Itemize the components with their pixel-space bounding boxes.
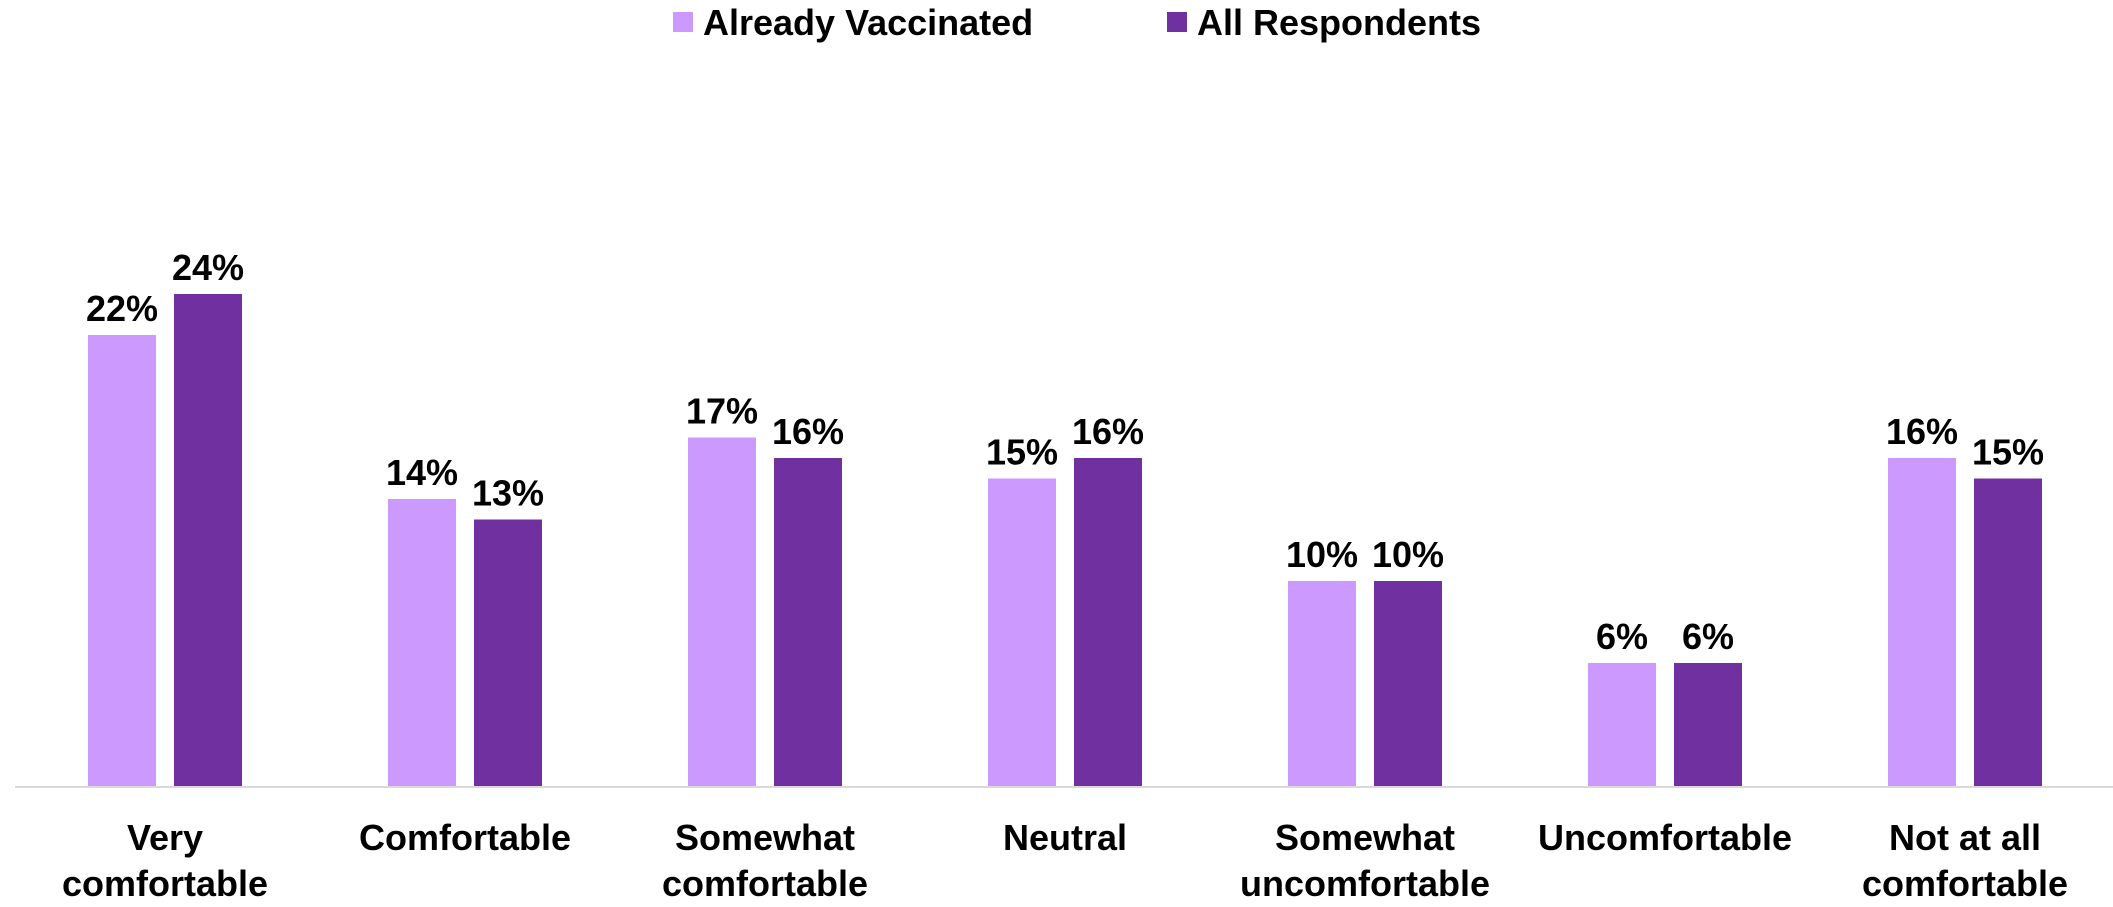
category-label-line: comfortable [662, 863, 868, 902]
bar [1074, 458, 1142, 786]
legend: Already Vaccinated All Respondents [673, 2, 1481, 43]
bar [1374, 581, 1442, 786]
bar [1674, 663, 1742, 786]
bar [1588, 663, 1656, 786]
category-label-line: comfortable [1862, 863, 2068, 902]
legend-item: All Respondents [1167, 2, 1481, 43]
bar [1288, 581, 1356, 786]
category-label-line: Comfortable [359, 817, 571, 858]
bar [388, 499, 456, 786]
data-label: 13% [472, 473, 544, 514]
category-label: Not at all comfortable [1862, 817, 2068, 902]
value-labels: 22% 24% 14% 13% 17% 16% 15% 16% 10% 10% 6% 6% 16% 15% [86, 247, 2044, 657]
bars [88, 294, 2042, 786]
data-label: 16% [1886, 411, 1958, 452]
data-label: 24% [172, 247, 244, 288]
data-label: 16% [1072, 411, 1144, 452]
data-label: 15% [986, 432, 1058, 473]
data-label: 15% [1972, 432, 2044, 473]
data-label: 22% [86, 288, 158, 329]
bar [474, 519, 542, 786]
category-label-line: Not at all [1889, 817, 2041, 858]
category-labels: Very comfortable Comfortable Somewhat comfor… [62, 817, 2068, 904]
bar [174, 294, 242, 786]
data-label: 10% [1286, 534, 1358, 575]
bar [988, 478, 1056, 786]
legend-label: Already Vaccinated [703, 2, 1033, 43]
category-label-line: Neutral [1003, 817, 1127, 858]
data-label: 16% [772, 411, 844, 452]
bar [1974, 478, 2042, 786]
category-label-line: Very [127, 817, 203, 858]
category-label-line: Somewhat [675, 817, 855, 858]
category-label: Uncomfortable [1538, 817, 1792, 858]
category-label: Somewhat uncomfortable [1240, 817, 1490, 902]
legend-label: All Respondents [1197, 2, 1481, 43]
bar [88, 335, 156, 786]
data-label: 14% [386, 452, 458, 493]
category-label-line: Somewhat [1275, 817, 1455, 858]
bar [774, 458, 842, 786]
category-label-line: uncomfortable [1240, 863, 1490, 902]
category-label: Very comfortable [62, 817, 268, 902]
category-label: Neutral [1003, 817, 1127, 858]
legend-swatch [673, 12, 693, 32]
data-label: 17% [686, 391, 758, 432]
bar [688, 437, 756, 786]
category-label: Comfortable [359, 817, 571, 858]
data-label: 10% [1372, 534, 1444, 575]
category-label-line: Uncomfortable [1538, 817, 1792, 858]
data-label: 6% [1682, 616, 1734, 657]
bar [1888, 458, 1956, 786]
category-label: Somewhat comfortable [662, 817, 868, 902]
legend-swatch [1167, 12, 1187, 32]
data-label: 6% [1596, 616, 1648, 657]
legend-item: Already Vaccinated [673, 2, 1033, 43]
category-label-line: comfortable [62, 863, 268, 902]
